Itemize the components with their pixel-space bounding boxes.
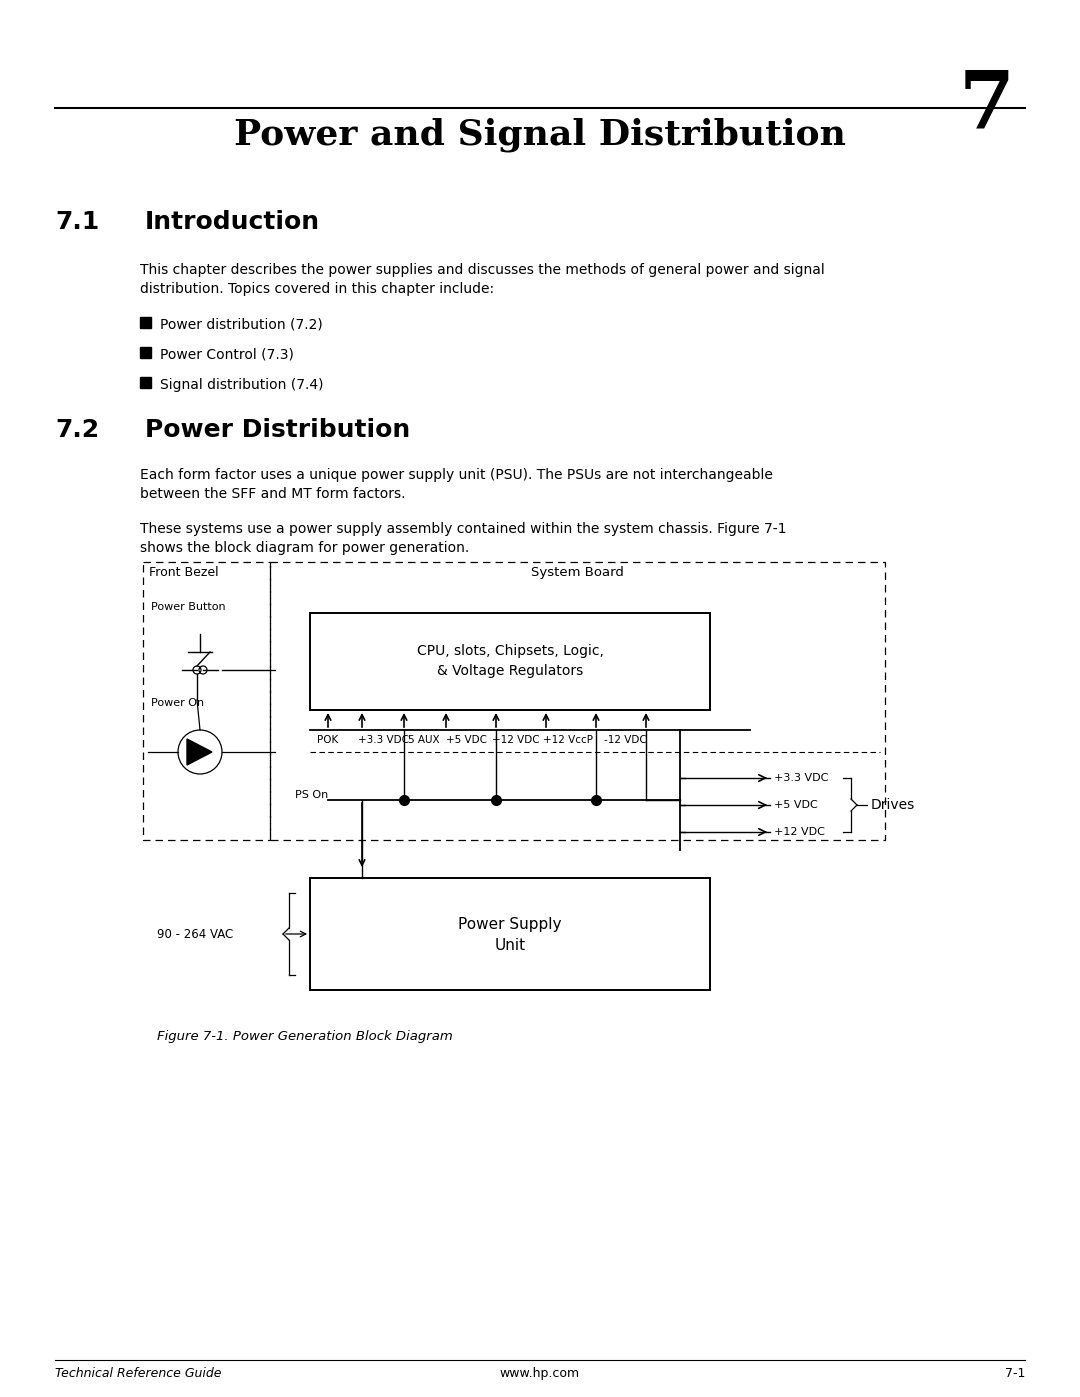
Text: Power Supply: Power Supply [458, 916, 562, 932]
Text: shows the block diagram for power generation.: shows the block diagram for power genera… [140, 541, 469, 555]
Text: 7.2: 7.2 [55, 418, 99, 441]
Text: www.hp.com: www.hp.com [500, 1368, 580, 1380]
Text: Technical Reference Guide: Technical Reference Guide [55, 1368, 221, 1380]
Text: Front Bezel: Front Bezel [149, 566, 218, 578]
Bar [270, 562, 885, 840]
Text: 90 - 264 VAC: 90 - 264 VAC [157, 929, 233, 942]
Text: Power On: Power On [151, 698, 204, 708]
Text: POK: POK [318, 735, 339, 745]
Text: Power and Signal Distribution: Power and Signal Distribution [234, 117, 846, 152]
Text: +5 VDC: +5 VDC [774, 800, 818, 810]
Bar [143, 562, 270, 840]
Text: between the SFF and MT form factors.: between the SFF and MT form factors. [140, 488, 405, 502]
Text: Power Button: Power Button [151, 602, 226, 612]
Text: These systems use a power supply assembly contained within the system chassis. F: These systems use a power supply assembl… [140, 522, 786, 536]
Text: Drives: Drives [870, 798, 915, 812]
Text: Each form factor uses a unique power supply unit (PSU). The PSUs are not interch: Each form factor uses a unique power sup… [140, 468, 773, 482]
Text: 5 AUX: 5 AUX [408, 735, 440, 745]
Text: +3.3 VDC: +3.3 VDC [357, 735, 408, 745]
Polygon shape [187, 739, 212, 766]
Text: 7: 7 [959, 68, 1015, 147]
Bar [310, 613, 710, 710]
Text: +12 VccP: +12 VccP [543, 735, 593, 745]
Text: +3.3 VDC: +3.3 VDC [774, 773, 828, 782]
Bar [140, 377, 151, 388]
Text: & Voltage Regulators: & Voltage Regulators [437, 664, 583, 678]
Text: System Board: System Board [530, 566, 623, 578]
Text: +12 VDC: +12 VDC [774, 827, 825, 837]
Text: distribution. Topics covered in this chapter include:: distribution. Topics covered in this cha… [140, 282, 495, 296]
Text: Power distribution (7.2): Power distribution (7.2) [160, 319, 323, 332]
Bar [140, 346, 151, 358]
Text: 7.1: 7.1 [55, 210, 99, 235]
Text: 7-1: 7-1 [1004, 1368, 1025, 1380]
Bar [140, 317, 151, 328]
Text: PS On: PS On [295, 789, 328, 800]
Text: Figure 7-1. Power Generation Block Diagram: Figure 7-1. Power Generation Block Diagr… [157, 1030, 453, 1044]
Text: Power Distribution: Power Distribution [145, 418, 410, 441]
Text: This chapter describes the power supplies and discusses the methods of general p: This chapter describes the power supplie… [140, 263, 825, 277]
Text: Unit: Unit [495, 939, 526, 954]
Text: +5 VDC: +5 VDC [446, 735, 486, 745]
Text: -12 VDC: -12 VDC [604, 735, 646, 745]
Text: +12 VDC: +12 VDC [492, 735, 540, 745]
Text: Power Control (7.3): Power Control (7.3) [160, 348, 294, 362]
Text: CPU, slots, Chipsets, Logic,: CPU, slots, Chipsets, Logic, [417, 644, 604, 658]
Bar [310, 877, 710, 990]
Text: Signal distribution (7.4): Signal distribution (7.4) [160, 379, 324, 393]
Text: Introduction: Introduction [145, 210, 320, 235]
